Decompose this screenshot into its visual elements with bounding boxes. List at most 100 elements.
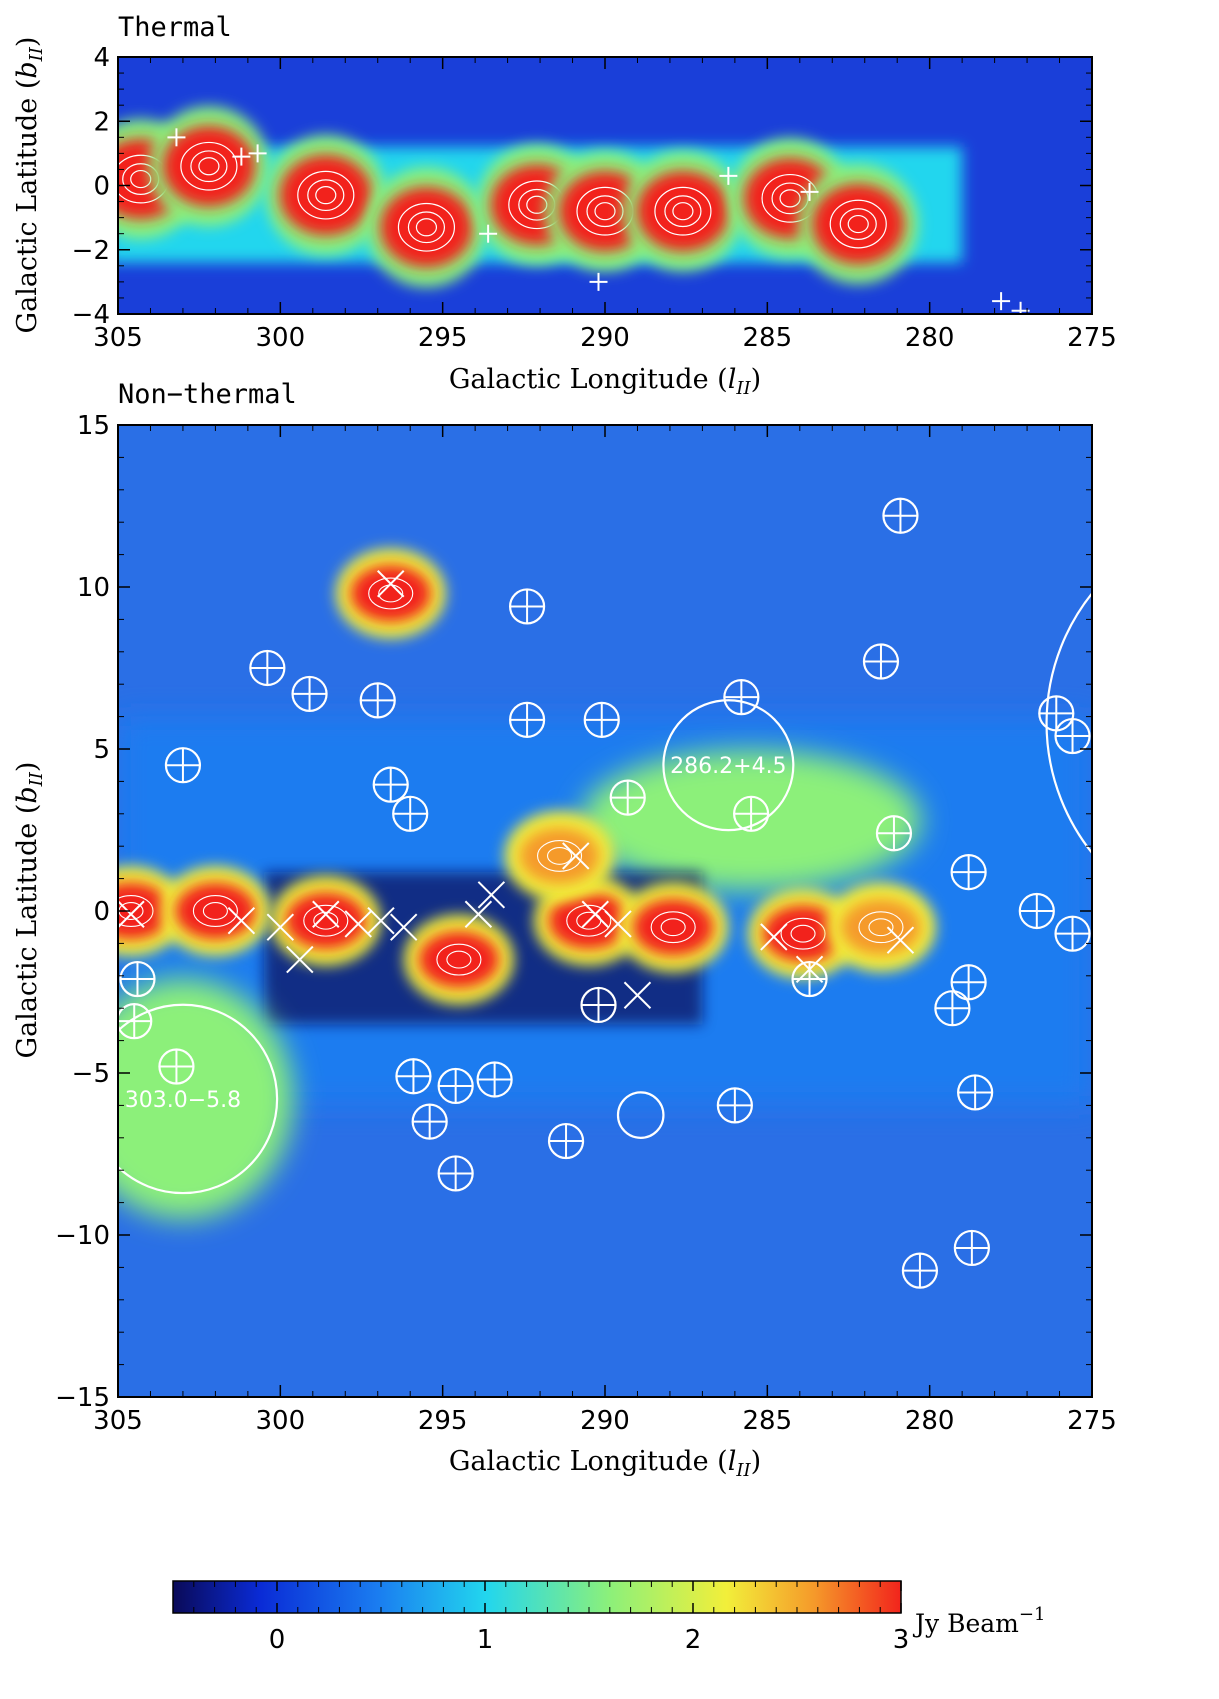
circled-cross-marker [791, 960, 828, 998]
circled-cross-marker [732, 795, 770, 832]
circled-cross-marker [609, 779, 646, 816]
nonthermal-hot-region [763, 905, 844, 962]
x-tick-label: 280 [905, 323, 955, 353]
colorbar-tick-label: 1 [477, 1625, 494, 1655]
nonthermal-markers: 286.2+4.5 303.0−5.8 [118, 497, 1092, 1289]
nonthermal-panel-title: Non−thermal [118, 379, 297, 410]
nonthermal-hot-region [175, 883, 256, 939]
thermal-cross-marker [232, 147, 251, 166]
nonthermal-hot-region [118, 883, 171, 939]
y-tick-label: 10 [77, 573, 110, 603]
x-marker [760, 923, 788, 951]
thermal-contour [839, 208, 877, 240]
x-marker [623, 981, 652, 1009]
thermal-panel: Thermal 305 300 295 290 285 280 275 4 2 0 −2 −4 Gal… [12, 12, 1117, 399]
circled-cross-marker [437, 1155, 474, 1192]
circled-cross-marker [934, 990, 971, 1027]
x-marker [477, 881, 506, 909]
circled-cross-marker [359, 682, 396, 719]
circled-cross-marker [950, 964, 987, 1001]
thermal-hot-region [279, 155, 372, 236]
circled-cross-marker [716, 1087, 753, 1124]
nonthermal-contour [368, 577, 414, 610]
nonthermal-contour [313, 911, 339, 930]
circled-cross-marker [547, 1122, 585, 1160]
x-marker [581, 900, 609, 928]
nonthermal-y-axis-title: Galactic Latitude (bII) [12, 762, 47, 1059]
circled-cross-marker [249, 649, 286, 687]
circled-cross-marker [164, 747, 202, 784]
circled-cross-marker [1054, 717, 1091, 755]
x-tick-label: 280 [905, 1406, 955, 1436]
y-tick-label: −4 [72, 300, 110, 330]
thermal-contour [315, 186, 337, 205]
thermal-axes: 305 300 295 290 285 280 275 4 2 0 −2 −4 [72, 43, 1117, 353]
circled-cross-marker [118, 1003, 153, 1040]
source-circle-label: 303.0−5.8 [125, 1088, 241, 1113]
colorbar-tick-label: 0 [269, 1625, 286, 1655]
x-marker [604, 910, 632, 938]
colorbar-tick-label: 2 [685, 1625, 702, 1655]
x-tick-label: 295 [418, 323, 468, 353]
nonthermal-hot-region [350, 565, 431, 622]
nonthermal-hot-region [418, 931, 499, 988]
x-tick-label: 305 [93, 323, 143, 353]
circled-cross-marker [508, 588, 546, 625]
circled-cross-marker [1038, 695, 1075, 732]
thermal-panel-title: Thermal [118, 12, 232, 43]
x-marker [118, 900, 145, 928]
circled-cross-marker [957, 1074, 994, 1111]
thermal-contour [198, 157, 220, 176]
circled-cross-marker [1018, 892, 1055, 930]
circled-cross-marker [411, 1103, 448, 1140]
x-tick-label: 300 [256, 1406, 306, 1436]
circled-cross-marker [395, 1058, 432, 1095]
x-marker [464, 900, 493, 928]
thermal-cross-marker [992, 292, 1011, 311]
thermal-cross-marker [719, 166, 738, 185]
thermal-cross-marker [248, 144, 267, 163]
nonthermal-contour [566, 904, 612, 937]
nonthermal-contour [858, 911, 904, 944]
nonthermal-contour [446, 950, 472, 969]
nonthermal-contour [202, 902, 228, 920]
thermal-hot-region [812, 184, 905, 265]
nonthermal-contour [118, 895, 154, 927]
x-marker [312, 900, 340, 928]
circled-cross-marker [1054, 915, 1091, 952]
thermal-contour [779, 189, 801, 208]
circled-cross-marker [476, 1061, 513, 1098]
thermal-contour [847, 214, 869, 234]
y-tick-label: 0 [93, 897, 110, 927]
thermal-contour [307, 179, 345, 212]
source-circle: 286.2+4.5 [662, 699, 795, 832]
x-tick-label: 285 [743, 323, 793, 353]
thermal-contour [654, 186, 712, 236]
thermal-hot-region [636, 171, 729, 252]
thermal-contour [829, 199, 887, 249]
x-marker [344, 910, 372, 938]
y-tick-label: −5 [72, 1059, 110, 1089]
source-circle-label: 286.2+4.5 [670, 754, 786, 779]
nonthermal-contour [650, 911, 696, 944]
thermal-hot-region [162, 126, 255, 207]
y-tick-label: 2 [93, 107, 110, 137]
nonthermal-contour [546, 846, 573, 865]
nonthermal-x-axis-title: Galactic Longitude (lII) [449, 1446, 761, 1481]
thermal-contour [672, 202, 694, 221]
circled-cross-marker [372, 766, 409, 803]
circled-cross-marker [901, 1252, 939, 1289]
colorbar-tick-label: 3 [893, 1625, 910, 1655]
circled-cross-marker [291, 675, 328, 713]
colorbar: 0 1 2 3 Jy Beam−1 [172, 1580, 1045, 1655]
y-tick-label: 5 [93, 735, 110, 765]
circled-cross-marker [583, 701, 620, 738]
circled-cross-marker [580, 986, 617, 1024]
thermal-contour [415, 218, 438, 237]
x-tick-label: 290 [580, 1406, 630, 1436]
thermal-contour [180, 141, 238, 191]
nonthermal-lobe [118, 978, 293, 1219]
circled-cross-marker [882, 497, 919, 534]
thermal-contour [664, 195, 702, 228]
